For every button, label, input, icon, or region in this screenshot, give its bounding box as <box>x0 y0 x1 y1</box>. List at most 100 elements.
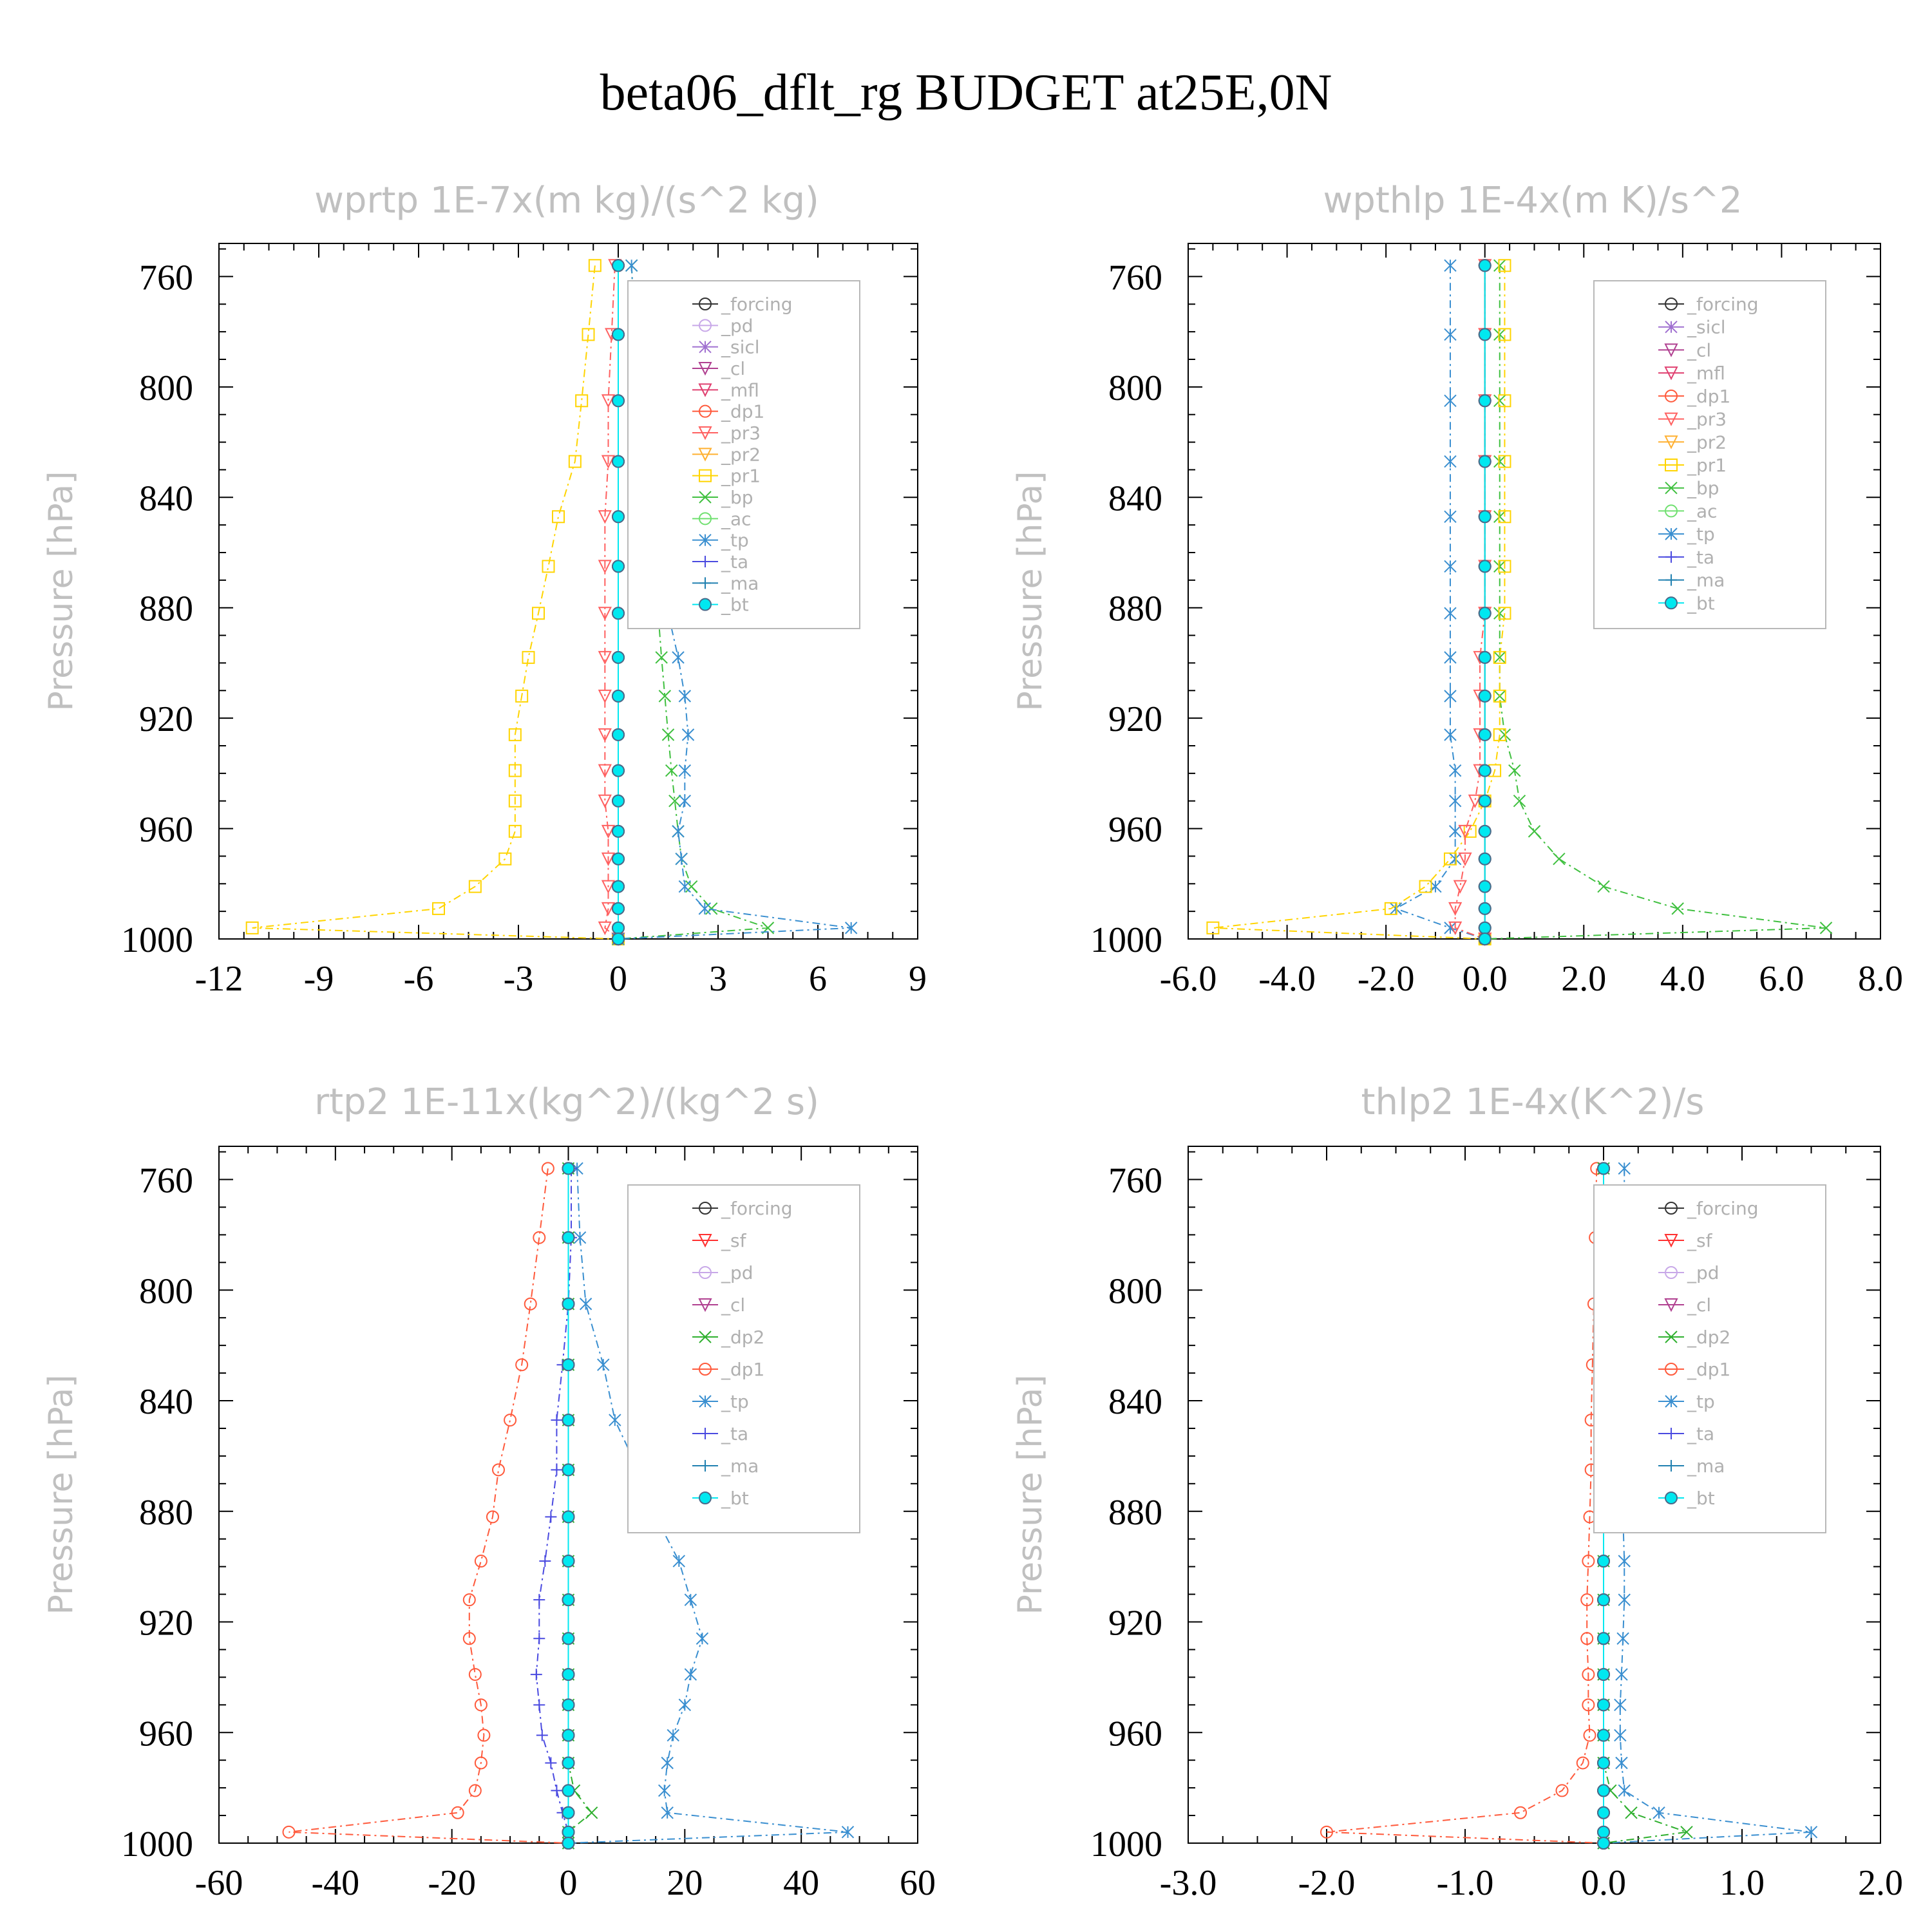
series-line_dp1 <box>1326 1168 1604 1844</box>
data-point_tp <box>678 1698 692 1712</box>
x-tick-label: 3 <box>709 959 727 999</box>
legend-label: _mfl <box>1687 363 1725 384</box>
data-point_pr3 <box>601 880 616 894</box>
data-point_pr1 <box>508 824 522 838</box>
panel-title: rtp2 1E-11x(kg^2)/(kg^2 s) <box>314 1081 819 1123</box>
y-tick-label: 840 <box>139 1382 193 1422</box>
legend-marker_pd <box>699 1266 712 1279</box>
legend-marker_ma <box>1665 574 1677 586</box>
legend-label: _dp1 <box>721 1359 764 1380</box>
legend-label: _tp <box>721 1391 749 1412</box>
data-point_dp1 <box>468 1784 482 1797</box>
data-point_dp1 <box>1583 1728 1596 1742</box>
data-point_tp <box>1444 510 1457 523</box>
legend-marker_ta <box>1665 551 1677 563</box>
y-axis-label: Pressure [hPa] <box>1011 471 1050 712</box>
data-point_tp <box>678 690 692 703</box>
data-point_dp1 <box>474 1756 488 1770</box>
data-point_bt <box>562 1728 575 1742</box>
legend-marker_dp1 <box>699 404 712 418</box>
x-tick-label: 6 <box>809 959 827 999</box>
data-point_bt <box>612 560 625 573</box>
data-point_tp <box>1615 1668 1628 1681</box>
y-tick-label: 880 <box>1108 1493 1162 1533</box>
legend-marker_sf <box>1664 1234 1678 1248</box>
legend-marker_ma <box>699 1460 711 1472</box>
x-tick-label: -2.0 <box>1358 959 1415 999</box>
data-point_bt <box>1478 794 1492 808</box>
data-point_dp1 <box>1514 1806 1527 1819</box>
data-point_tp <box>678 795 692 808</box>
data-point_ta <box>533 1633 545 1645</box>
series-line_pr1 <box>252 265 619 940</box>
legend-marker_pr3 <box>1664 412 1678 426</box>
y-tick-label: 1000 <box>1090 920 1162 960</box>
series-line_pr3 <box>604 265 619 940</box>
y-tick-label: 880 <box>139 1493 193 1533</box>
data-point_tp <box>1444 690 1457 703</box>
y-tick-label: 1000 <box>121 1824 193 1864</box>
data-point_bt <box>1478 824 1492 838</box>
legend-label: _pr2 <box>1687 431 1727 453</box>
data-point_pr3 <box>598 560 612 574</box>
legend-marker_bt <box>1665 596 1678 610</box>
series-line_pr1 <box>1213 265 1506 940</box>
data-point_dp1 <box>474 1555 488 1568</box>
data-point_tp <box>609 1414 621 1426</box>
y-tick-label: 920 <box>139 699 193 739</box>
data-point_bt <box>1597 1756 1610 1770</box>
data-point_pr3 <box>601 902 616 916</box>
y-tick-label: 1000 <box>1090 1824 1162 1864</box>
data-point_pr1 <box>1493 728 1506 741</box>
series-line_tp <box>568 1168 848 1844</box>
data-point_dp1 <box>1576 1756 1589 1770</box>
data-point_pr1 <box>508 794 522 808</box>
data-point_bp <box>1597 880 1610 893</box>
legend-marker_ta <box>1665 1428 1677 1439</box>
data-point_tp <box>1618 1784 1631 1797</box>
legend-label: _dp2 <box>1687 1327 1730 1348</box>
data-point_pr1 <box>575 394 589 408</box>
data-point_pr1 <box>532 607 545 620</box>
data-point_tp <box>1614 1728 1627 1742</box>
legend-label: _pr1 <box>721 466 761 487</box>
data-point_tp <box>681 728 695 741</box>
legend-label: _sf <box>721 1230 747 1251</box>
data-point_bp <box>668 795 681 808</box>
data-point_bt <box>562 1825 575 1839</box>
data-point_bp <box>661 728 675 741</box>
data-point_bt <box>1478 902 1492 915</box>
y-tick-label: 840 <box>1108 1382 1162 1422</box>
data-point_tp <box>1618 1555 1631 1567</box>
y-tick-label: 840 <box>1108 478 1162 518</box>
data-point_pr3 <box>598 510 612 524</box>
x-tick-label: -20 <box>428 1863 476 1903</box>
legend-marker_forcing <box>699 1202 712 1215</box>
legend-label: _pd <box>721 315 753 336</box>
legend-label: _tp <box>1687 1391 1715 1412</box>
data-point_dp1 <box>462 1593 476 1607</box>
x-tick-label: 0.0 <box>1463 959 1508 999</box>
y-tick-label: 1000 <box>121 920 193 960</box>
x-tick-label: 0 <box>609 959 627 999</box>
y-tick-label: 760 <box>1108 1161 1162 1201</box>
x-tick-label: -12 <box>195 959 243 999</box>
data-point_bt <box>562 1784 575 1797</box>
legend-marker_dp2 <box>1665 1331 1678 1343</box>
y-tick-label: 760 <box>139 258 193 298</box>
legend-marker_pr2 <box>698 448 712 462</box>
data-point_bp <box>1498 728 1511 741</box>
legend-marker_ma <box>699 577 711 589</box>
data-point_pr1 <box>1443 852 1457 866</box>
data-point_dp1 <box>1320 1825 1333 1839</box>
legend-marker_dp2 <box>699 1331 712 1343</box>
data-point_bt <box>612 794 625 808</box>
data-point_dp1 <box>1555 1784 1569 1797</box>
data-point_pr3 <box>601 455 616 469</box>
data-point_bt <box>1597 1668 1610 1681</box>
data-point_bt <box>612 728 625 741</box>
legend-marker_tp <box>699 533 712 547</box>
data-point_bt <box>562 1555 575 1568</box>
data-point_bp <box>1671 902 1684 915</box>
